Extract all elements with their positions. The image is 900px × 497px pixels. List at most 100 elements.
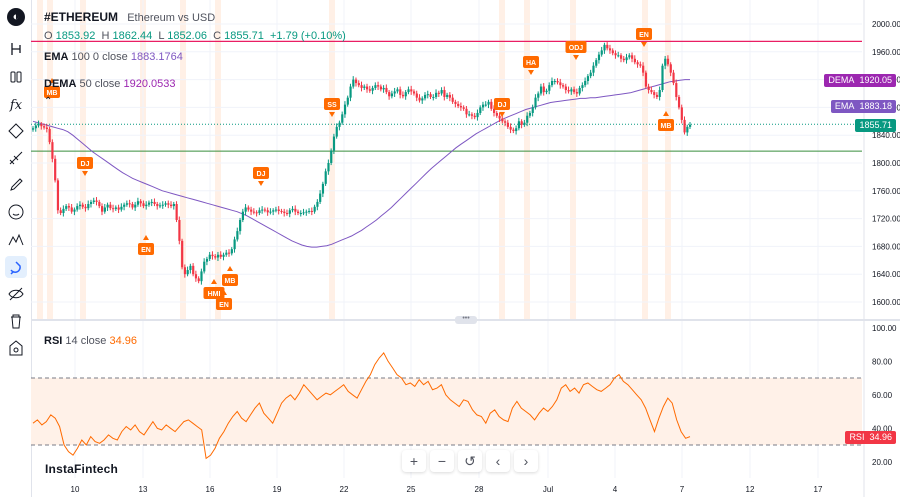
candle-body <box>319 193 322 202</box>
candle-body <box>686 126 689 133</box>
candle-body <box>595 60 598 66</box>
candle-body <box>225 252 228 255</box>
signal-band <box>37 0 43 320</box>
signal-band <box>215 0 221 320</box>
pattern-icon[interactable] <box>5 229 27 251</box>
candle-body <box>343 104 347 115</box>
candle-body <box>40 124 43 127</box>
candle-body <box>87 204 90 209</box>
candle-body <box>487 101 490 105</box>
price-tick-label: 1800.00 <box>872 159 900 168</box>
signal-badge <box>494 98 510 110</box>
rsi-legend[interactable]: RSI 14 close 34.96 <box>44 335 137 347</box>
scroll-left-button[interactable]: ‹ <box>486 450 510 472</box>
dema-legend[interactable]: DEMA 50 close 1920.0533 <box>44 78 176 90</box>
candle-body <box>363 86 366 88</box>
candle-body <box>316 201 319 207</box>
signal-badge <box>658 119 674 131</box>
candle-body <box>437 92 440 94</box>
candle-body <box>432 96 435 98</box>
price-tick-label: 1840.00 <box>872 131 900 140</box>
candle-body <box>299 213 302 215</box>
cursor-icon[interactable] <box>5 38 27 60</box>
high-label: H <box>101 30 110 42</box>
candle-body <box>128 203 131 205</box>
candle-body <box>567 90 570 92</box>
candle-body <box>628 55 631 58</box>
candle-body <box>633 58 636 63</box>
pane-resize-handle[interactable]: ••• <box>455 315 477 324</box>
candle-body <box>172 204 175 207</box>
time-axis: 10 13 16 19 22 25 28 Jul 4 7 12 17 <box>71 485 823 494</box>
fib-icon[interactable]: fx <box>9 97 23 113</box>
candle-body <box>43 126 46 128</box>
candle-body <box>606 44 609 49</box>
signal-band <box>499 0 505 320</box>
brand-logo: InstaFintech <box>45 462 119 476</box>
emoji-icon[interactable] <box>5 201 27 223</box>
rsi-params: 14 close <box>65 335 107 347</box>
candle-body <box>539 86 543 94</box>
candle-body <box>476 112 479 118</box>
signal-badge <box>216 298 232 310</box>
candle-body <box>73 209 76 212</box>
signal-badge <box>44 86 60 98</box>
candle-body <box>142 203 145 207</box>
ohlc-legend: O 1853.92 H 1862.44 L 1852.06 C 1855.71 … <box>44 30 346 42</box>
ema-params: 100 0 close <box>71 51 128 63</box>
line-tool-icon[interactable] <box>5 66 27 88</box>
candle-body <box>280 210 283 212</box>
time-tick-label: 4 <box>613 485 618 494</box>
time-tick-label: 19 <box>273 485 282 494</box>
candle-body <box>454 101 457 104</box>
magnet-icon[interactable] <box>5 256 27 278</box>
candle-body <box>34 125 37 129</box>
rsi-name: RSI <box>44 335 63 347</box>
rsi-tick-label: 60.00 <box>872 391 893 400</box>
candle-body <box>156 204 159 207</box>
signal-label: DJ <box>498 102 507 109</box>
candle-body <box>114 207 118 209</box>
shapes-icon[interactable] <box>5 120 27 142</box>
reset-chart-button[interactable]: ↺ <box>458 450 482 472</box>
candle-body <box>277 209 280 211</box>
signal-label: ODJ <box>569 45 584 52</box>
brush-icon[interactable] <box>5 174 27 196</box>
scroll-right-button[interactable]: › <box>514 450 538 472</box>
time-tick-label: 7 <box>680 485 685 494</box>
zoom-out-button[interactable]: − <box>430 450 454 472</box>
candle-body <box>531 107 534 113</box>
candle-body <box>523 122 526 125</box>
candle-body <box>526 115 529 123</box>
candle-body <box>120 206 123 210</box>
candle-body <box>410 89 413 92</box>
time-tick-label: 17 <box>814 485 823 494</box>
candle-body <box>608 48 612 51</box>
candle-body <box>341 114 344 123</box>
candle-body <box>520 121 523 125</box>
candle-body <box>332 136 336 151</box>
candle-body <box>672 72 675 84</box>
logo-icon[interactable]: ◐ <box>5 6 27 28</box>
measure-icon[interactable] <box>5 147 27 169</box>
collapse-legend-icon[interactable]: ⌃ <box>44 96 53 107</box>
candle-body <box>285 213 289 215</box>
eye-off-icon[interactable] <box>5 283 27 305</box>
ema-legend[interactable]: EMA 100 0 close 1883.1764 <box>44 51 183 63</box>
candle-body <box>631 55 634 59</box>
candle-body <box>515 128 518 132</box>
signal-label: MB <box>225 278 236 285</box>
candle-body <box>189 265 192 271</box>
candle-body <box>308 210 311 212</box>
settings-icon[interactable] <box>5 337 27 359</box>
candle-body <box>112 208 115 210</box>
candle-body <box>302 212 305 214</box>
candle-body <box>37 124 40 126</box>
trash-icon[interactable] <box>5 310 27 332</box>
signal-arrow <box>258 181 264 186</box>
candle-body <box>385 87 388 93</box>
candle-body <box>32 128 35 130</box>
zoom-in-button[interactable]: + <box>402 450 426 472</box>
candle-body <box>592 65 595 73</box>
